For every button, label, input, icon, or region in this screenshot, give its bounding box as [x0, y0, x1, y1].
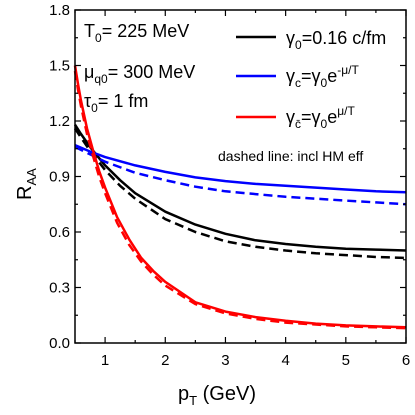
- series-line-4: [73, 65, 407, 329]
- y-axis-title: RAA: [14, 168, 39, 200]
- x-tick-label: 5: [342, 352, 350, 369]
- legend: γ0=0.16 c/fm γc=γ0e-μ/T γc̄=γ0eμ/T: [236, 28, 386, 131]
- y-tick-label: 0.3: [49, 280, 70, 297]
- series-layer: [73, 65, 407, 330]
- plot-frame: [74, 9, 407, 344]
- y-tick-label: 1.5: [49, 58, 70, 75]
- x-tick-label: 3: [221, 352, 229, 369]
- param-mu: μq0= 300 MeV: [84, 62, 195, 86]
- x-tick-label: 2: [161, 352, 169, 369]
- series-line-3: [74, 145, 407, 206]
- tick-layer: 1 2 3 4 5 6 0.0 0.3 0.6 0.9 1.2 1.5 1.8: [49, 2, 410, 369]
- dashed-line-note: dashed line: incl HM eff: [218, 148, 363, 164]
- y-tick-label: 0.6: [49, 224, 70, 241]
- x-tick-label: 4: [281, 352, 289, 369]
- series-line-5: [73, 70, 407, 330]
- y-tick-label: 0.9: [49, 169, 70, 186]
- x-axis-title: pT (GeV): [178, 383, 256, 408]
- x-tick-label: 1: [101, 352, 109, 369]
- param-tau: τ0= 1 fm: [84, 91, 148, 115]
- y-tick-label: 1.2: [49, 113, 70, 130]
- series-line-2: [74, 143, 407, 194]
- x-tick-label: 6: [402, 352, 410, 369]
- legend-label-red: γc̄=γ0eμ/T: [286, 104, 355, 131]
- legend-label-black: γ0=0.16 c/fm: [286, 28, 386, 52]
- y-tick-label: 0.0: [49, 335, 70, 352]
- legend-label-blue: γc=γ0e-μ/T: [286, 63, 359, 90]
- y-tick-label: 1.8: [49, 2, 70, 19]
- param-t0: T0= 225 MeV: [84, 21, 189, 45]
